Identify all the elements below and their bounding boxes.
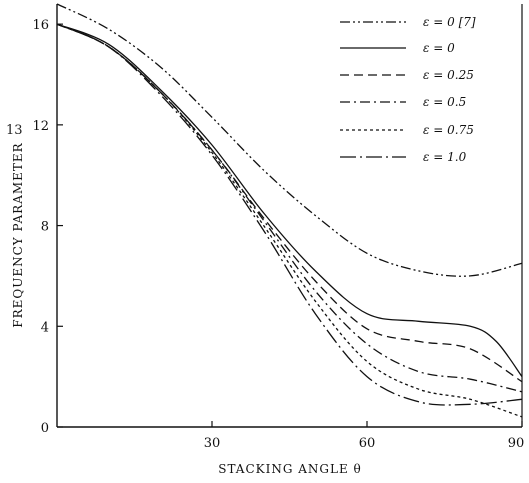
y-tick-label: 8 <box>41 220 49 235</box>
y-tick-label: 12 <box>32 119 49 134</box>
legend-label: ε = 0.75 <box>423 123 474 137</box>
series-layer <box>57 4 522 417</box>
y-tick-label: 4 <box>41 320 49 335</box>
legend-label: ε = 0 [7] <box>423 15 476 29</box>
legend-label: ε = 0.25 <box>423 68 474 82</box>
y-axis-title: FREQUENCY PARAMETER <box>11 142 25 327</box>
legend: ε = 0 [7] ε = 0 ε = 0.25 ε = 0.5 ε = 0.75 ε =… <box>340 15 476 164</box>
legend-label: ε = 0 <box>423 41 455 55</box>
legend-label: ε = 1.0 <box>423 150 467 164</box>
legend-label: ε = 0.5 <box>423 95 466 109</box>
x-axis-title: STACKING ANGLE θ <box>218 462 362 476</box>
series-line-5 <box>57 24 522 417</box>
tick-layer: 0 4 8 12 16 30 60 90 <box>32 18 524 451</box>
x-tick-label: 60 <box>359 436 376 451</box>
y-tick-label: 16 <box>32 18 49 33</box>
x-tick-label: 90 <box>508 436 525 451</box>
x-tick-label: 30 <box>204 436 221 451</box>
y-axis-stray-mark: 13 <box>6 123 23 138</box>
y-tick-label: 0 <box>41 421 49 436</box>
